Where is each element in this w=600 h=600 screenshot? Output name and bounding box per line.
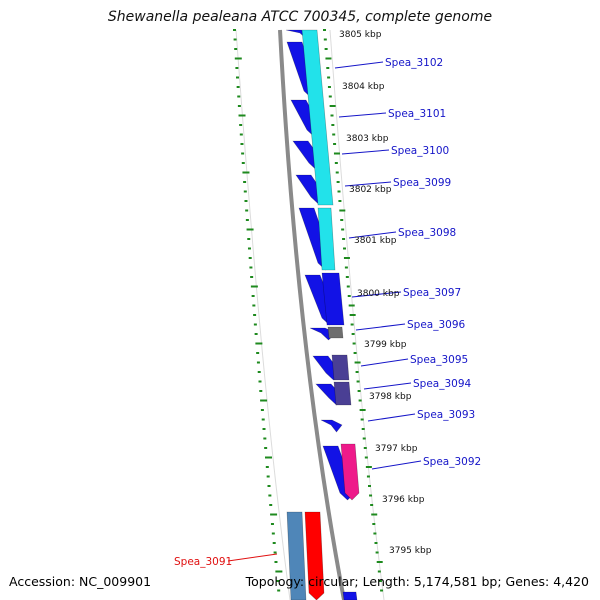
kbp-label-3797: 3797 kbp: [375, 444, 418, 454]
gc-skew-ticks: [233, 29, 384, 592]
kbp-label-3799: 3799 kbp: [364, 340, 407, 350]
connector-3: [344, 181, 392, 187]
kbp-label-3804: 3804 kbp: [342, 82, 385, 92]
gene-label-spea-3098: Spea_3098: [398, 227, 456, 239]
gene-bottom-blue: [342, 591, 358, 600]
kbp-label-3796: 3796 kbp: [382, 495, 425, 505]
gene-outer-cyan-1: [301, 29, 334, 206]
kbp-label-3800: 3800 kbp: [357, 289, 400, 299]
gene-label-spea-3100: Spea_3100: [391, 145, 449, 157]
kbp-label-3795: 3795 kbp: [389, 546, 432, 556]
label-connectors: [227, 61, 422, 562]
genome-backbone: [278, 29, 346, 600]
topology-text: Topology: circular; Length: 5,174,581 bp…: [245, 574, 589, 589]
gene-label-spea-3093: Spea_3093: [417, 409, 475, 421]
connector-8: [363, 382, 412, 390]
gene-outer-slate-2: [333, 381, 352, 406]
gene-outer-cyan-2: [317, 207, 336, 271]
gene-outer-slate-1: [331, 354, 350, 381]
kbp-label-3798: 3798 kbp: [369, 392, 412, 402]
gene-label-spea-3092: Spea_3092: [423, 456, 481, 468]
gene-label-spea-3099: Spea_3099: [393, 177, 451, 189]
outer-track-left: [235, 29, 291, 600]
connector-1: [338, 112, 387, 118]
kbp-label-3801: 3801 kbp: [354, 236, 397, 246]
gene-inner-10: [320, 419, 343, 433]
kbp-label-3803: 3803 kbp: [346, 134, 389, 144]
accession-text: Accession: NC_009901: [9, 574, 152, 589]
kbp-label-3805: 3805 kbp: [339, 30, 382, 40]
connector-6: [355, 323, 406, 331]
connector-4: [348, 231, 397, 239]
gene-features: [285, 29, 360, 600]
connector-7: [360, 358, 409, 367]
gene-label-spea-3102: Spea_3102: [385, 57, 443, 69]
gene-label-spea-3101: Spea_3101: [388, 108, 446, 120]
gene-outer-grey: [327, 326, 344, 339]
connector-9: [367, 413, 416, 422]
gene-label-spea-3096: Spea_3096: [407, 319, 466, 331]
gene-outer-magenta: [340, 443, 360, 501]
gene-bottom-steelblue: [286, 511, 307, 600]
outer-track-right: [329, 29, 385, 600]
gene-label-spea-3094: Spea_3094: [413, 378, 472, 390]
map-title: Shewanella pealeana ATCC 700345, complet…: [107, 9, 493, 25]
kbp-label-3802: 3802 kbp: [349, 185, 392, 195]
gene-label-spea-3097: Spea_3097: [403, 287, 461, 299]
connector-2: [341, 149, 390, 155]
connector-0: [334, 61, 384, 69]
gene-label-spea-3091: Spea_3091: [174, 556, 232, 568]
gene-bottom-red: [304, 511, 325, 600]
connector-red: [227, 553, 278, 562]
gene-label-spea-3095: Spea_3095: [410, 354, 468, 366]
connector-5: [351, 291, 402, 298]
gene-outer-blue-1: [321, 272, 345, 326]
connector-10: [371, 460, 422, 470]
